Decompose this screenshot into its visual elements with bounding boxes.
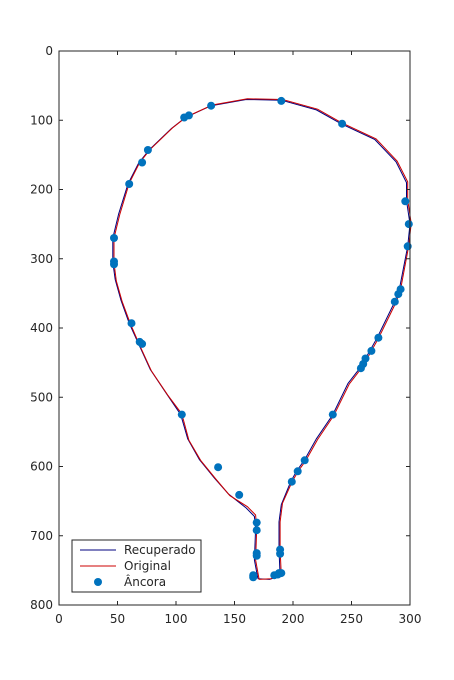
anchor-point-7 (125, 180, 134, 188)
legend-label-0: Recuperado (124, 543, 196, 557)
anchor-point-37 (249, 573, 258, 582)
anchor-point-24 (367, 346, 376, 355)
y-tick-label-800: 800 (30, 598, 53, 612)
y-tick-label-200: 200 (30, 183, 53, 197)
anchor-point-23 (374, 333, 383, 342)
x-tick-label-100: 100 (165, 612, 188, 626)
legend-label-2: Âncora (124, 574, 166, 589)
anchor-point-21 (394, 290, 403, 299)
y-tick-label-0: 0 (45, 44, 53, 58)
anchor-point-18 (404, 220, 413, 229)
anchor-point-14 (177, 410, 186, 419)
anchor-point-11 (127, 319, 136, 328)
anchor-point-4 (338, 119, 347, 128)
anchor-point-27 (356, 364, 365, 373)
anchor-point-28 (328, 410, 337, 419)
series-layer (110, 96, 413, 582)
anchor-point-6 (138, 158, 147, 167)
series-markers-ancora (110, 96, 413, 582)
anchor-point-29 (300, 456, 309, 465)
anchor-point-15 (214, 463, 223, 472)
anchor-point-1 (184, 111, 193, 120)
anchor-point-43 (276, 549, 285, 558)
anchor-point-32 (252, 518, 261, 527)
anchor-point-8 (110, 234, 118, 242)
ticks-layer: 0 50 100 150 200 250 300 0 100 200 300 400 500 600 700… (30, 44, 421, 626)
y-tick-label-300: 300 (30, 252, 53, 266)
anchor-point-5 (143, 146, 152, 154)
x-tick-label-50: 50 (110, 612, 125, 626)
anchor-point-10 (110, 260, 118, 269)
anchor-point-35 (252, 551, 261, 560)
y-tick-label-400: 400 (30, 321, 53, 335)
y-tick-label-100: 100 (30, 113, 53, 127)
legend-swatch-ancora (94, 578, 102, 586)
anchor-point-22 (390, 297, 399, 306)
anchor-point-3 (277, 96, 286, 105)
anchor-point-2 (207, 101, 216, 110)
anchor-point-16 (235, 490, 244, 499)
x-tick-label-250: 250 (340, 612, 363, 626)
x-tick-label-150: 150 (223, 612, 246, 626)
x-tick-label-0: 0 (55, 612, 63, 626)
anchor-point-17 (401, 197, 410, 206)
anchor-point-41 (277, 569, 286, 578)
anchor-point-30 (293, 467, 302, 476)
series-line-original (113, 98, 412, 580)
y-tick-label-600: 600 (30, 460, 53, 474)
axes-background (59, 51, 410, 605)
plot-area (59, 51, 410, 605)
anchor-point-33 (252, 526, 261, 535)
y-tick-label-700: 700 (30, 529, 53, 543)
x-tick-label-300: 300 (399, 612, 422, 626)
series-line-recuperado (112, 98, 411, 580)
anchor-point-31 (287, 477, 296, 486)
legend-label-1: Original (124, 559, 171, 573)
x-tick-label-200: 200 (282, 612, 305, 626)
y-tick-label-500: 500 (30, 390, 53, 404)
anchor-point-13 (138, 339, 147, 348)
